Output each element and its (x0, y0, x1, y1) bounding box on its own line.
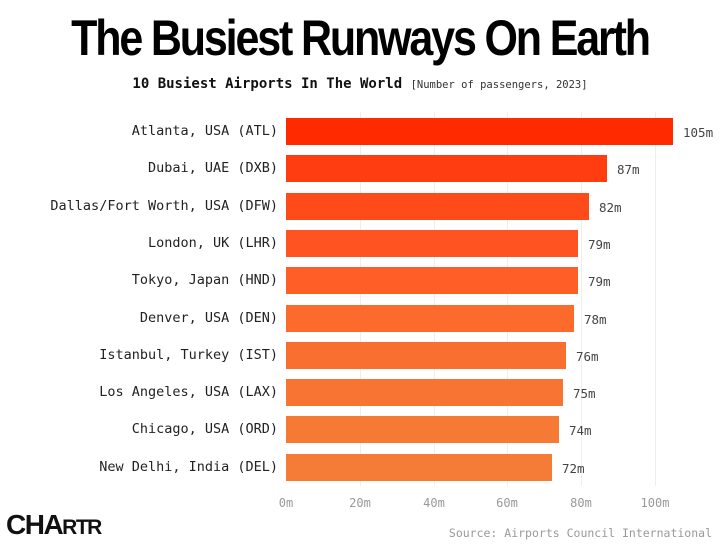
value-label: 72m (562, 461, 585, 476)
category-label: London, UK (LHR) (147, 235, 278, 251)
chartr-logo: CHARTR (6, 509, 102, 545)
bar (286, 155, 607, 182)
bar (286, 454, 552, 481)
value-label: 74m (569, 423, 592, 438)
bar (286, 230, 578, 257)
value-label: 79m (588, 237, 611, 252)
category-label: Dubai, UAE (DXB) (147, 160, 278, 176)
category-label: New Delhi, India (DEL) (99, 459, 278, 475)
value-label: 105m (683, 125, 714, 140)
category-label: Los Angeles, USA (LAX) (99, 384, 278, 400)
bar-row: Tokyo, Japan (HND) 79m (0, 267, 720, 294)
bar (286, 342, 566, 369)
bar-row: Los Angeles, USA (LAX) 75m (0, 379, 720, 406)
bar-row: Atlanta, USA (ATL) 105m (0, 118, 720, 145)
x-tick-label: 80m (570, 496, 592, 510)
bar (286, 379, 563, 406)
bar-row: London, UK (LHR) 79m (0, 230, 720, 257)
chart-subtitle: 10 Busiest Airports In The World [Number… (0, 73, 720, 96)
category-label: Dallas/Fort Worth, USA (DFW) (50, 198, 278, 214)
value-label: 75m (573, 386, 596, 401)
bar (286, 267, 578, 294)
x-tick-label: 20m (349, 496, 371, 510)
bar-row: Denver, USA (DEN) 78m (0, 305, 720, 332)
bar (286, 193, 589, 220)
x-tick-label: 100m (640, 496, 670, 510)
chart-title: The Busiest Runways On Earth (71, 10, 651, 66)
bar-row: Istanbul, Turkey (IST) 76m (0, 342, 720, 369)
bar-row: Chicago, USA (ORD) 74m (0, 416, 720, 443)
logo-small-text: RTR (62, 516, 102, 539)
category-label: Denver, USA (DEN) (139, 310, 278, 326)
logo-big-text: CHA (6, 509, 64, 540)
x-tick-label: 40m (423, 496, 445, 510)
gridline (507, 112, 508, 486)
bar-row: New Delhi, India (DEL) 72m (0, 454, 720, 481)
category-label: Chicago, USA (ORD) (131, 421, 278, 437)
value-label: 79m (588, 274, 611, 289)
value-label: 78m (584, 312, 607, 327)
value-label: 82m (599, 200, 622, 215)
gridline (360, 112, 361, 486)
category-label: Atlanta, USA (ATL) (131, 123, 278, 139)
value-label: 87m (617, 162, 640, 177)
bar (286, 305, 574, 332)
category-label: Istanbul, Turkey (IST) (99, 347, 278, 363)
bar (286, 416, 559, 443)
bar (286, 118, 673, 145)
bar-row: Dubai, UAE (DXB) 87m (0, 155, 720, 182)
source-note: Source: Airports Council International (448, 526, 712, 540)
bar-row: Dallas/Fort Worth, USA (DFW) 82m (0, 193, 720, 220)
gridline (655, 112, 656, 486)
subtitle-note: [Number of passengers, 2023] (410, 79, 588, 91)
x-tick-label: 0m (278, 496, 294, 510)
gridline (434, 112, 435, 486)
x-tick-label: 60m (496, 496, 518, 510)
category-label: Tokyo, Japan (HND) (131, 272, 278, 288)
subtitle-main: 10 Busiest Airports In The World (132, 76, 403, 92)
value-label: 76m (576, 349, 599, 364)
gridline (581, 112, 582, 486)
